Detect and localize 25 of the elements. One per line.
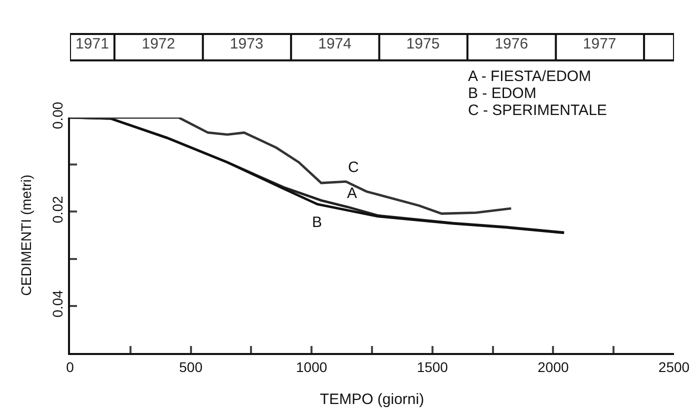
x-axis-title: TEMPO (giorni) — [320, 391, 424, 408]
y-axis-title: CEDIMENTI (metri) — [18, 174, 34, 296]
x-tick-label: 2500 — [658, 358, 690, 375]
x-tick-label: 1000 — [296, 358, 328, 375]
line-series — [70, 118, 512, 215]
x2-tick-label: 1976 — [494, 36, 528, 53]
x2-tick-label: 1972 — [142, 36, 176, 53]
series-label: C — [348, 159, 359, 176]
y-tick-label: 0.00 — [49, 102, 66, 130]
x-tick-label: 2000 — [538, 358, 569, 375]
x-tick-label: 500 — [179, 358, 203, 375]
x2-tick-label: 1971 — [76, 36, 109, 53]
x2-tick-label: 1973 — [230, 36, 264, 53]
y-tick-label: 0.04 — [49, 290, 66, 318]
text: A - FIESTA/EDOM — [468, 68, 592, 85]
x2-tick-label: 1975 — [406, 36, 440, 53]
x2-tick-label: 1974 — [318, 36, 352, 53]
text: B - EDOM — [468, 85, 536, 102]
series-label: A — [347, 185, 358, 202]
x-tick-label: 0 — [66, 358, 74, 375]
x-tick-label: 1500 — [416, 358, 448, 375]
y-tick-label: 0.02 — [49, 196, 66, 224]
x2-tick-label: 1977 — [582, 36, 616, 53]
series-label: B — [312, 214, 322, 231]
annotation: C - SPERIMENTALE — [468, 102, 607, 119]
